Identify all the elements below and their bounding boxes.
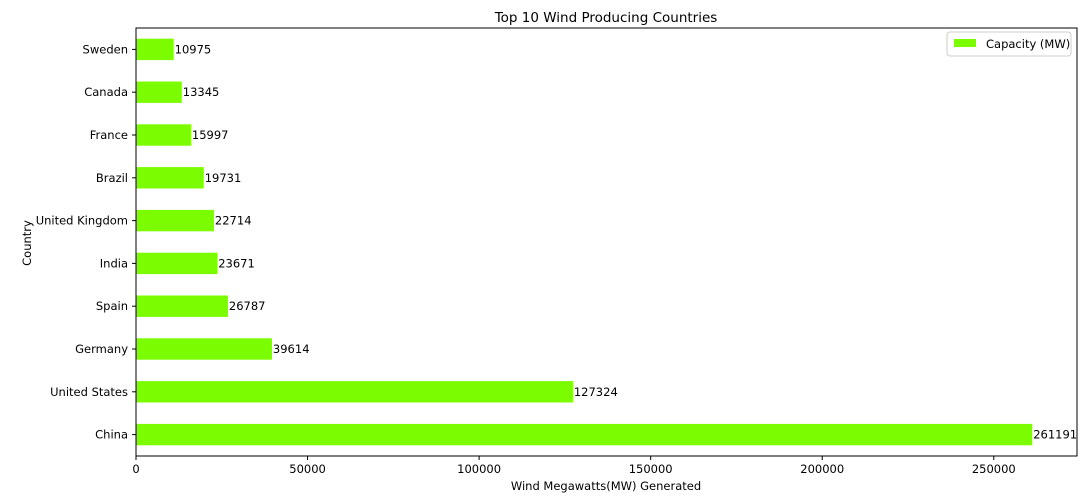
y-tick-label-sweden: Sweden (83, 42, 128, 56)
data-label-canada: 13345 (183, 85, 220, 99)
bar-china (136, 423, 1033, 446)
bar-brazil (136, 167, 204, 189)
y-tick-label-united-states: United States (50, 385, 128, 399)
bar-united-states (136, 381, 573, 403)
x-tick-label-100000: 100000 (457, 462, 501, 476)
bar-germany (136, 338, 272, 360)
y-tick-label-canada: Canada (84, 85, 128, 99)
bar-canada (136, 81, 182, 103)
bar-united-kingdom (136, 209, 214, 232)
bar-sweden (136, 38, 174, 61)
bar-india (136, 252, 218, 275)
y-tick-label-china: China (95, 428, 128, 442)
y-tick-label-india: India (100, 256, 128, 270)
data-label-france: 15997 (192, 128, 229, 142)
x-tick-label-150000: 150000 (629, 462, 673, 476)
data-label-germany: 39614 (273, 342, 310, 356)
data-label-china: 261191 (1033, 428, 1077, 442)
x-tick-label-50000: 50000 (289, 462, 326, 476)
y-tick-label-united-kingdom: United Kingdom (36, 214, 128, 228)
data-label-united-states: 127324 (574, 385, 618, 399)
plot-frame (135, 27, 1078, 457)
data-label-brazil: 19731 (205, 171, 242, 185)
data-label-sweden: 10975 (175, 42, 212, 56)
y-tick-label-spain: Spain (96, 299, 128, 313)
y-tick-label-brazil: Brazil (96, 171, 128, 185)
x-axis-label: Wind Megawatts(MW) Generated (511, 479, 701, 493)
y-tick-label-france: France (90, 128, 128, 142)
bar-france (136, 124, 191, 146)
data-label-india: 23671 (218, 256, 255, 270)
legend-box (946, 31, 1072, 57)
plot-area: 261191 China 127324 United States 39614 Germa… (36, 38, 1077, 476)
data-label-spain: 26787 (229, 299, 266, 313)
x-tick-label-0: 0 (132, 462, 139, 476)
y-axis-label: Country (20, 220, 34, 266)
chart-title: Top 10 Wind Producing Countries (494, 10, 718, 26)
y-tick-label-germany: Germany (75, 342, 128, 356)
legend-swatch (954, 39, 976, 47)
x-tick-label-250000: 250000 (972, 462, 1016, 476)
legend-entry-capacity: Capacity (MW) (986, 37, 1070, 51)
x-tick-label-200000: 200000 (800, 462, 844, 476)
legend: Capacity (MW) (946, 31, 1072, 57)
data-label-united-kingdom: 22714 (215, 214, 252, 228)
bar-spain (136, 295, 228, 317)
